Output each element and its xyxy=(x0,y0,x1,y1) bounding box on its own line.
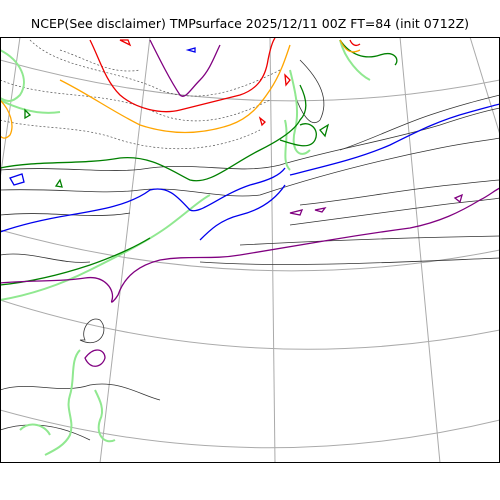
latitude-line xyxy=(0,409,500,449)
graticule xyxy=(0,37,500,463)
purple-contours xyxy=(0,39,500,367)
red-contours xyxy=(89,37,361,127)
latitude-line xyxy=(0,59,500,102)
longitude-line xyxy=(99,37,151,463)
map-title: NCEP(See disclaimer) TMPsurface 2025/12/… xyxy=(30,16,470,31)
latitude-line xyxy=(0,299,500,350)
longitude-line xyxy=(0,37,21,183)
longitude-line xyxy=(469,37,500,137)
map-frame xyxy=(0,37,500,463)
latitude-line xyxy=(0,229,500,272)
dotted-contours xyxy=(0,39,281,150)
thin-contours xyxy=(0,59,500,441)
blue-contours xyxy=(0,47,500,241)
lightgreen-contours xyxy=(0,39,371,456)
orange-contours xyxy=(0,39,361,139)
longitude-line xyxy=(399,37,441,463)
